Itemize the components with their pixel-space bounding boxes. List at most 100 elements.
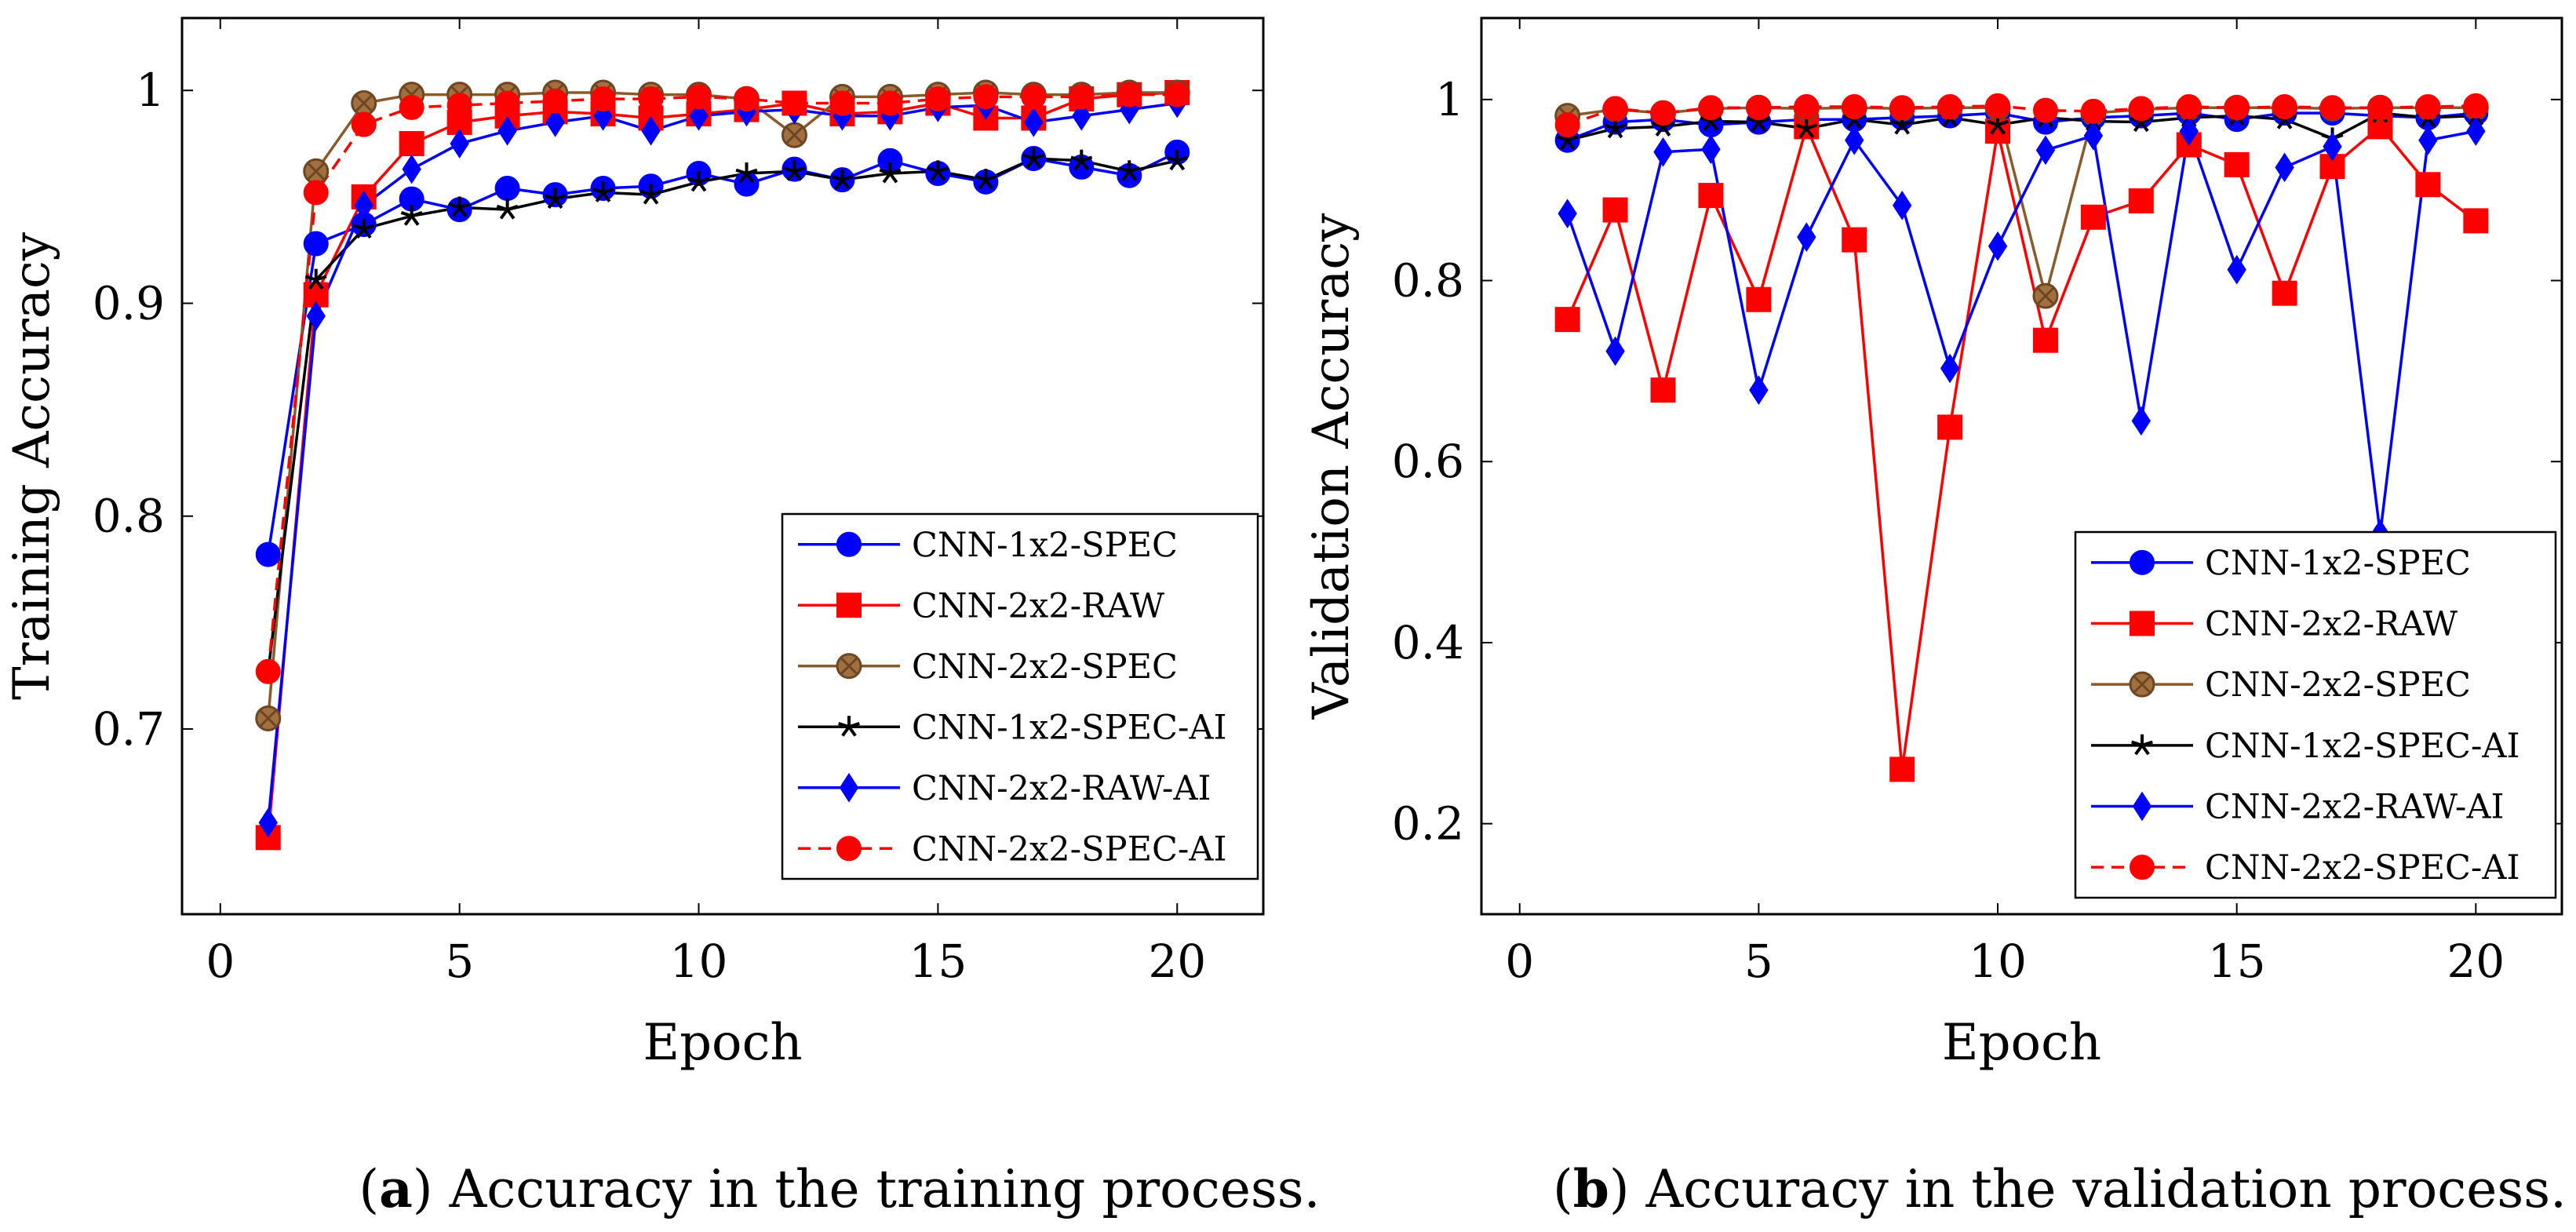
- legend: CNN-1x2-SPEC CNN-2x2-RAW CNN-2x2-SPEC CNN-1…: [781, 512, 1259, 880]
- legend-frame: [2074, 530, 2557, 899]
- legend-label: CNN-2x2-SPEC: [912, 647, 1178, 687]
- data-point: [1797, 222, 1816, 252]
- data-point: [877, 90, 903, 116]
- legend: CNN-1x2-SPEC CNN-2x2-RAW CNN-2x2-SPEC CNN-1…: [2074, 530, 2557, 899]
- data-point: [1602, 96, 1628, 122]
- data-point: [1021, 84, 1047, 110]
- y-tick-label: 0.7: [93, 702, 165, 756]
- data-point: [1166, 149, 1189, 171]
- data-point: [545, 108, 565, 137]
- data-point: [2418, 125, 2438, 155]
- x-tick-label: 15: [909, 935, 967, 988]
- legend-item: CNN-2x2-RAW-AI: [2091, 788, 2505, 827]
- series-line-cnn-2x2-raw: [1566, 125, 2477, 771]
- data-point: [1698, 183, 1724, 209]
- data-point: [590, 86, 616, 112]
- x-axis-title: Epoch: [1942, 1014, 2101, 1072]
- x-tick-label: 0: [1505, 935, 1534, 988]
- data-point: [1749, 375, 1769, 405]
- data-point: [1022, 148, 1045, 169]
- data-point: [689, 100, 709, 131]
- data-point: [782, 90, 807, 116]
- data-point: [351, 111, 377, 137]
- data-point: [354, 190, 373, 221]
- data-point: [2179, 116, 2199, 147]
- data-point: [497, 115, 517, 146]
- data-point: [450, 129, 469, 159]
- data-point: [2275, 152, 2294, 183]
- data-point: [1558, 199, 1577, 229]
- legend-item: CNN-2x2-SPEC: [2091, 665, 2471, 705]
- data-point: [2083, 121, 2104, 151]
- data-point: [1795, 117, 1818, 139]
- y-axis-title: Training Accuracy: [3, 232, 61, 700]
- data-point: [542, 88, 568, 114]
- legend-marker: [838, 716, 860, 737]
- data-point: [400, 205, 423, 226]
- data-point: [1940, 353, 1960, 384]
- data-point: [2128, 188, 2154, 214]
- data-point: [1891, 114, 1914, 135]
- data-point: [2463, 208, 2489, 234]
- legend-item: CNN-2x2-RAW: [2091, 605, 2458, 644]
- data-point: [1604, 117, 1627, 139]
- data-point: [1889, 95, 1915, 121]
- data-point: [2319, 95, 2345, 121]
- data-point: [1554, 307, 1580, 333]
- data-point: [255, 541, 281, 567]
- data-point: [1024, 108, 1044, 137]
- data-point: [879, 162, 902, 184]
- x-axis-title: Epoch: [643, 1014, 802, 1072]
- panel-a-training-accuracy: 0 5 10 15 20 0.7 0.8 0.9 1 Epoch Training Accuracy…: [3, 16, 1321, 1219]
- y-axis-title: Validation Accuracy: [1303, 213, 1361, 720]
- data-point: [399, 94, 424, 120]
- data-point: [1556, 129, 1579, 151]
- legend-marker: [2132, 791, 2152, 822]
- x-tick-label: 20: [2447, 935, 2505, 988]
- data-point: [1937, 414, 1963, 440]
- legend-marker: [2129, 671, 2155, 698]
- x-tick-label: 20: [1148, 935, 1206, 988]
- y-tick-label: 1: [136, 64, 165, 117]
- data-point: [2032, 327, 2058, 353]
- series-markers-cnn-1x2-spec-ai: [257, 148, 1189, 682]
- data-point: [1069, 84, 1095, 110]
- data-point: [783, 160, 806, 181]
- legend-item: CNN-2x2-RAW-AI: [798, 769, 1211, 808]
- data-point: [2224, 95, 2250, 121]
- data-point: [1118, 160, 1141, 181]
- data-point: [831, 169, 854, 190]
- legend-marker: [836, 592, 862, 618]
- data-point: [592, 181, 614, 202]
- data-point: [399, 131, 424, 157]
- data-point: [687, 170, 710, 192]
- data-point: [975, 169, 997, 190]
- data-point: [2415, 94, 2441, 120]
- data-point: [402, 154, 421, 184]
- legend-marker: [2130, 549, 2155, 575]
- data-point: [641, 115, 661, 146]
- legend-frame: [781, 512, 1259, 880]
- caption: (a) Accuracy in the training process.: [359, 1158, 1320, 1219]
- data-point: [1842, 94, 1867, 120]
- plot-frame: [180, 16, 1265, 916]
- data-point: [2176, 94, 2202, 120]
- series-markers-cnn-2x2-raw-ai: [258, 88, 1187, 838]
- data-point: [1554, 112, 1580, 138]
- data-point: [2128, 96, 2154, 122]
- data-point: [2032, 282, 2059, 309]
- data-point: [544, 188, 567, 210]
- legend-item: CNN-2x2-SPEC-AI: [2091, 848, 2520, 888]
- legend-item: CNN-1x2-SPEC: [798, 526, 1178, 565]
- legend-item: CNN-1x2-SPEC-AI: [798, 708, 1226, 747]
- legend-item: CNN-2x2-SPEC-AI: [798, 829, 1226, 869]
- series-markers-cnn-2x2-spec-ai: [255, 82, 1190, 684]
- y-tick-label: 0.4: [1392, 616, 1464, 669]
- legend-label: CNN-2x2-RAW-AI: [912, 769, 1211, 808]
- data-point: [1746, 286, 1772, 312]
- data-point: [1747, 111, 1770, 133]
- data-point: [1842, 227, 1867, 253]
- data-point: [303, 180, 329, 206]
- data-point: [927, 160, 949, 181]
